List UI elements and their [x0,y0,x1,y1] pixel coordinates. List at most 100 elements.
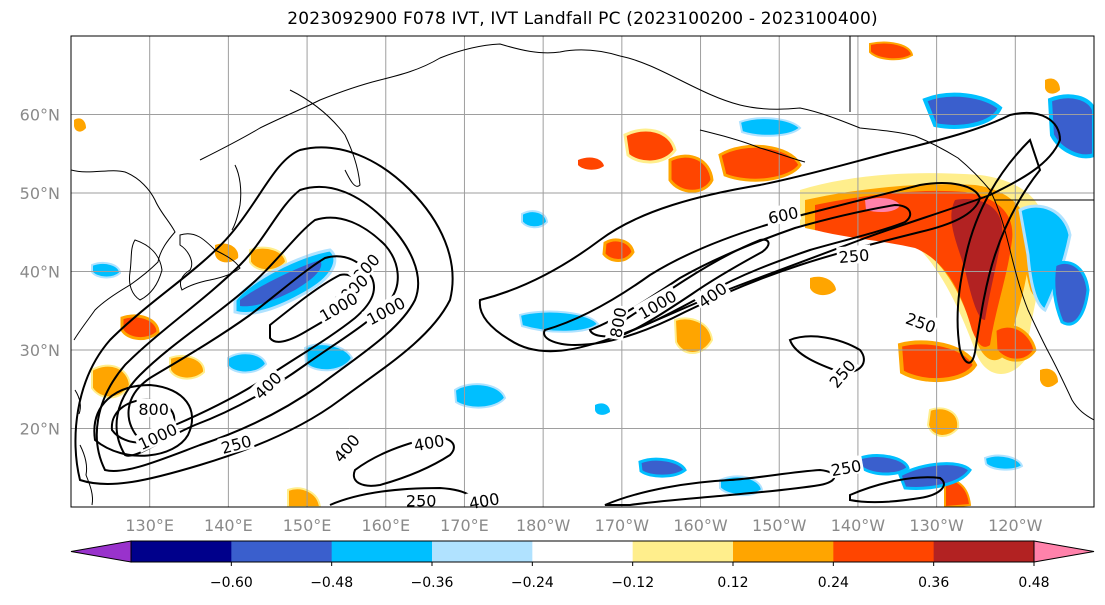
colorbar-extend-low [70,540,132,563]
contour-label-halo [902,307,941,336]
contour-label-halo [248,366,286,404]
coastline-korea [129,239,163,301]
colorbar-tick-label: 0.12 [717,575,748,591]
contour-label-halo [361,291,409,329]
negative-anomaly-patch [595,403,610,415]
ivt-contour-800-east [610,238,770,336]
contour-label-text: 800 [138,400,169,419]
contour-label-halo [133,417,181,453]
positive-anomaly-patch [668,154,714,193]
ivt-contour-250-nw-america [956,138,1042,364]
positive-anomaly-patch [249,246,288,272]
negative-anomaly-patch [638,457,687,478]
negative-anomaly-patch [521,210,549,229]
positive-anomaly-patch [169,354,205,380]
map-frame [70,35,1095,508]
contour-label: 250 [217,430,255,458]
colorbar-segment [432,541,533,562]
negative-anomaly-patch [1052,260,1090,326]
contour-label-halo [633,284,681,323]
negative-anomaly-patch [91,262,122,279]
lon-tick-label: 150°E [283,516,332,535]
coastline-alaska [619,55,991,191]
negative-anomaly-patch [738,117,802,137]
negative-anomaly-patch [303,343,354,372]
colorbar-outline [130,540,1035,563]
contour-label-text: 600 [766,203,800,228]
coastline-north-america [989,189,1094,421]
longitude-labels: 130°E 140°E 150°E 160°E 170°E 180°W 170°W 160°W… [125,516,1042,535]
positive-anomaly-patch [74,118,86,132]
contour-label: 800 [136,398,171,419]
coastline-east-asia [71,169,176,341]
lat-tick-label: 30°N [20,341,60,360]
positive-anomaly-patch [810,276,836,296]
negative-anomaly-patch [719,475,764,496]
positive-anomaly-patch [951,199,1003,320]
positive-anomaly-patch [897,340,978,383]
lat-tick-label: 20°N [20,420,60,439]
colorbar-segment [632,541,734,562]
coastline-philippines [79,444,93,506]
positive-anomaly-patch [91,364,132,399]
contour-labels: 8001000100010008001000400250400400250400… [133,201,941,513]
colorbar-segment [833,541,935,562]
colorbar: −0.60 −0.48 −0.36 −0.24 −0.12 0.12 0.24 0.36 0.4… [70,540,1095,591]
lat-tick-label: 50°N [20,184,60,203]
contour-label-text: 800 [606,306,630,339]
ivt-contour-600-east [588,203,912,338]
contour-label: 1000 [133,417,181,454]
contour-label-halo [827,454,865,479]
positive-anomaly-patch [869,41,914,61]
contour-label: 250 [827,454,865,480]
lon-tick-label: 170°E [440,516,489,535]
ivt-contour-600-west [115,216,399,457]
coastline-aleutians [699,129,806,163]
colorbar-segment [231,541,333,562]
lon-tick-label: 130°W [909,516,964,535]
contour-label-text: 400 [251,368,286,403]
colorbar-segment [131,541,232,562]
positive-anomaly-patch [1040,368,1058,388]
contour-label-text: 250 [903,309,938,337]
positive-anomaly-patch [1045,78,1060,94]
ivt-contour-250-hawaii [788,335,865,374]
colorbar-extend-high [1033,540,1095,563]
ivt-contour-400-south [352,436,455,487]
contour-label: 250 [404,490,439,511]
ivt-contour-400-east [543,182,982,347]
lon-tick-label: 120°W [988,516,1043,535]
contour-label: 400 [410,429,448,455]
lon-tick-label: 170°W [595,516,650,535]
contour-label-text: 250 [825,356,859,392]
contour-label-halo [404,490,439,509]
contour-label-halo [836,244,872,266]
contour-label: 250 [902,307,941,337]
positive-anomaly-patch [120,314,160,340]
lat-tick-label: 40°N [20,263,60,282]
contour-label-halo [823,354,860,392]
ivt-contour-250-se [849,476,945,504]
positive-anomaly-patch [673,317,714,354]
coastline-japan [179,233,241,291]
colorbar-segment [933,541,1035,562]
ivt-contour-400-west [95,185,420,472]
negative-anomaly-patch [453,383,507,409]
colorbar-tick-label: −0.60 [210,575,253,591]
contour-label-text: 400 [330,431,364,467]
lon-tick-label: 130°E [125,516,174,535]
contour-label-halo [764,201,802,227]
contour-label-halo [465,487,503,512]
lon-tick-label: 140°W [831,516,886,535]
lon-tick-label: 140°E [204,516,253,535]
contour-label-text: 400 [412,431,445,455]
colorbar-segment [331,541,433,562]
colorbar-segment [733,541,834,562]
negative-anomaly-patch [898,462,972,490]
contour-label: 250 [836,244,872,267]
contour-label: 600 [764,201,802,228]
lon-tick-label: 160°E [361,516,410,535]
ivt-contour-800-sw [93,383,194,457]
